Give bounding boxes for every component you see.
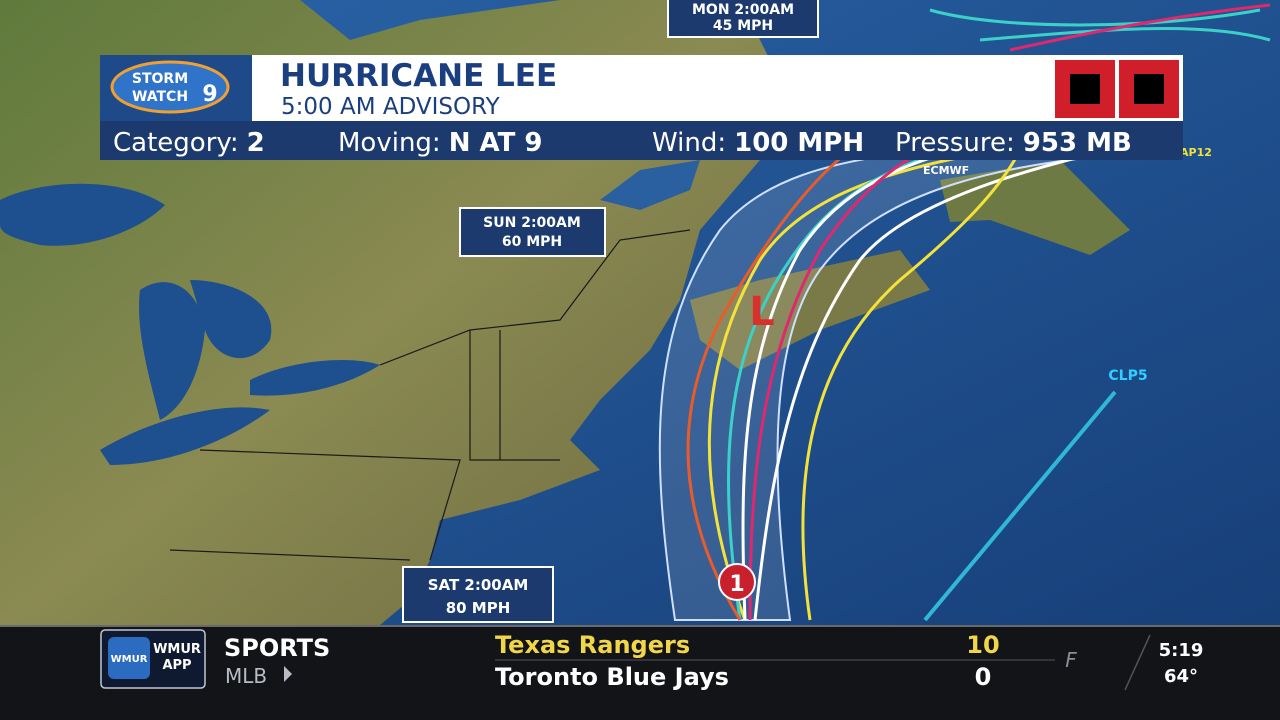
app-logo-text: WMUR (111, 654, 148, 665)
forecast-wind: 80 MPH (446, 599, 511, 617)
logo-badge (110, 60, 230, 114)
gulf-st-lawrence (600, 160, 700, 210)
model-label: ECMWF (923, 164, 969, 177)
title: HURRICANE LEE (280, 58, 557, 94)
ticker (0, 625, 1280, 720)
ticker-section: SPORTS (224, 634, 330, 662)
stat-label: Pressure: (895, 128, 1015, 158)
stat: Category: 2 (113, 128, 265, 158)
track (1009, 3, 1271, 52)
arrow (284, 666, 292, 682)
model-tracks (686, 3, 1271, 622)
stat-label: Category: (113, 128, 239, 158)
track (748, 148, 931, 621)
lake-huron (190, 280, 272, 359)
clp5-track (923, 390, 1117, 622)
forecast-box (667, 0, 819, 38)
divider (1124, 634, 1151, 691)
low-marker: L (749, 289, 775, 335)
subtitle: 5:00 AM ADVISORY (281, 94, 501, 120)
stat-value: 2 (247, 128, 265, 158)
track (741, 138, 1001, 621)
lake-michigan (139, 282, 205, 420)
logo-number: 9 (202, 82, 217, 107)
temperature: 64° (1164, 666, 1198, 687)
stat-value: 953 MB (1023, 128, 1132, 158)
app-icon (108, 637, 150, 679)
forecast-wind: 60 MPH (502, 234, 562, 250)
game-status: F (1065, 648, 1077, 672)
model-label: AP12 (1180, 146, 1212, 159)
lake-erie (100, 407, 270, 465)
track (929, 8, 1271, 42)
ticker-edge (0, 625, 1280, 627)
stats-bar (100, 121, 1183, 160)
forecast-box (459, 207, 606, 257)
model-label: CLP5 (1108, 368, 1147, 384)
flag-square (1070, 74, 1100, 104)
app-logo-text: APP (162, 658, 191, 673)
stat-label: Moving: (338, 128, 441, 158)
team-name: Texas Rangers (495, 631, 690, 659)
app-logo-text: WMUR (153, 642, 201, 657)
category-marker: 1 (729, 572, 744, 597)
logo-text: STORM (132, 71, 188, 87)
stat: Pressure: 953 MB (895, 128, 1132, 158)
border (169, 330, 560, 561)
team-name: Toronto Blue Jays (495, 663, 729, 691)
track (686, 148, 851, 621)
stat-label: Wind: (652, 128, 726, 158)
border (379, 229, 691, 366)
header-panel (100, 55, 1183, 121)
team-score: 0 (975, 663, 992, 691)
stat-value: N AT 9 (449, 128, 543, 158)
flag-square (1134, 74, 1164, 104)
borders (169, 229, 691, 561)
clock: 5:19 (1159, 640, 1204, 661)
stat: Wind: 100 MPH (652, 128, 864, 158)
forecast-time: SUN 2:00AM (483, 215, 581, 231)
lake-ontario (250, 360, 380, 396)
storm-icon (718, 563, 756, 601)
team-score: 10 (966, 631, 999, 659)
forecast-box (402, 566, 554, 623)
forecast-wind: 45 MPH (713, 18, 773, 34)
ticker-league: MLB (225, 664, 267, 688)
forecast-time: MON 2:00AM (692, 2, 794, 18)
logo-text: WATCH (132, 89, 188, 105)
track (801, 149, 1022, 621)
forecast-time: SAT 2:00AM (428, 576, 529, 594)
track (753, 133, 1181, 621)
stat: Moving: N AT 9 (338, 128, 543, 158)
stat-value: 100 MPH (734, 128, 864, 158)
lake-superior (0, 183, 165, 246)
